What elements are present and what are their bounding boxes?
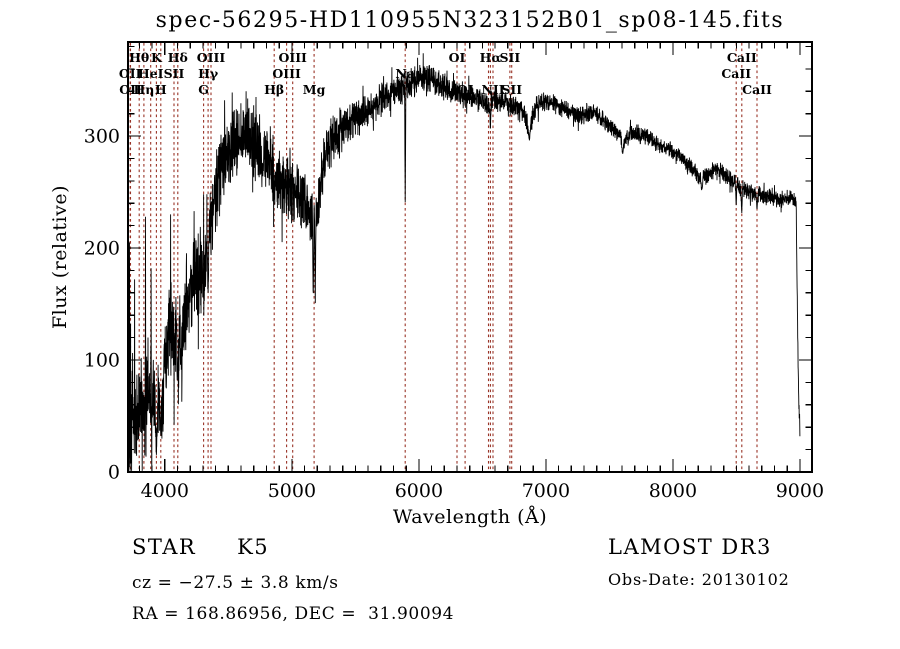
x-tick-label: 7000 bbox=[522, 480, 570, 502]
spectral-line-label: OIII bbox=[278, 50, 307, 65]
spectrum-curve bbox=[128, 53, 801, 471]
spectral-line-label: Hγ bbox=[198, 66, 219, 81]
spectral-line-label: OII bbox=[119, 82, 142, 97]
spectral-line-label: SII bbox=[501, 82, 522, 97]
spectral-line-label: SII bbox=[500, 50, 521, 65]
x-tick-label: 6000 bbox=[395, 480, 443, 502]
spectral-line-label: OII bbox=[119, 66, 142, 81]
spectral-line-label: Hβ bbox=[264, 82, 284, 97]
obs-date-text: Obs-Date: 20130102 bbox=[608, 570, 790, 589]
axis-ticks bbox=[128, 42, 812, 473]
y-axis-label: Flux (relative) bbox=[49, 185, 71, 329]
spectral-line-label: OIII bbox=[197, 50, 226, 65]
x-tick-label: 4000 bbox=[141, 480, 189, 502]
spectral-line-label: CaII bbox=[727, 50, 757, 65]
y-tick-label: 200 bbox=[84, 238, 120, 260]
x-tick-label: 9000 bbox=[776, 480, 824, 502]
spectral-line-label: G bbox=[198, 82, 209, 97]
spectral-line-label: CaII bbox=[721, 66, 751, 81]
spectral-line-label: OIII bbox=[272, 66, 301, 81]
x-tick-label: 8000 bbox=[649, 480, 697, 502]
spectral-line-label: Hα bbox=[480, 50, 502, 65]
y-tick-label: 300 bbox=[84, 126, 120, 148]
survey-name-text: LAMOST DR3 bbox=[608, 535, 772, 559]
tick-labels: 4000 5000 6000 7000 8000 9000 0 100 200 300 bbox=[84, 126, 824, 502]
spectral-line-label: H bbox=[155, 82, 167, 97]
x-tick-label: 5000 bbox=[268, 480, 316, 502]
spectral-line-label: SII bbox=[164, 66, 185, 81]
spectral-line-label: Hδ bbox=[168, 50, 188, 65]
radial-velocity-text: cz = −27.5 ± 3.8 km/s bbox=[132, 573, 339, 593]
spectral-line-label: NII bbox=[481, 82, 504, 97]
spectral-line-label: Na bbox=[395, 66, 415, 81]
y-tick-label: 0 bbox=[108, 462, 120, 484]
spectral-line-label: HeI bbox=[138, 66, 164, 81]
spectral-line-label: CaII bbox=[742, 82, 772, 97]
spectral-line-label: Mg bbox=[303, 82, 326, 97]
spectral-line-labels: OIIOIIHθHηHeIKHSIIHδGHγOIIIHβOIIIOIIIMgN… bbox=[119, 50, 772, 97]
spectral-line-label: Hθ bbox=[129, 50, 149, 65]
x-axis-label: Wavelength (Å) bbox=[392, 506, 548, 528]
spectral-line-label: OI bbox=[449, 50, 466, 65]
object-class-text: STAR K5 bbox=[132, 535, 270, 559]
spectral-line-label: Hη bbox=[133, 82, 154, 97]
plot-frame bbox=[127, 41, 813, 473]
figure-title: spec-56295-HD110955N323152B01_sp08-145.f… bbox=[155, 8, 785, 33]
y-tick-label: 100 bbox=[84, 350, 120, 372]
ra-dec-text: RA = 168.86956, DEC = 31.90094 bbox=[132, 604, 455, 624]
spectral-line-label: K bbox=[151, 50, 163, 65]
